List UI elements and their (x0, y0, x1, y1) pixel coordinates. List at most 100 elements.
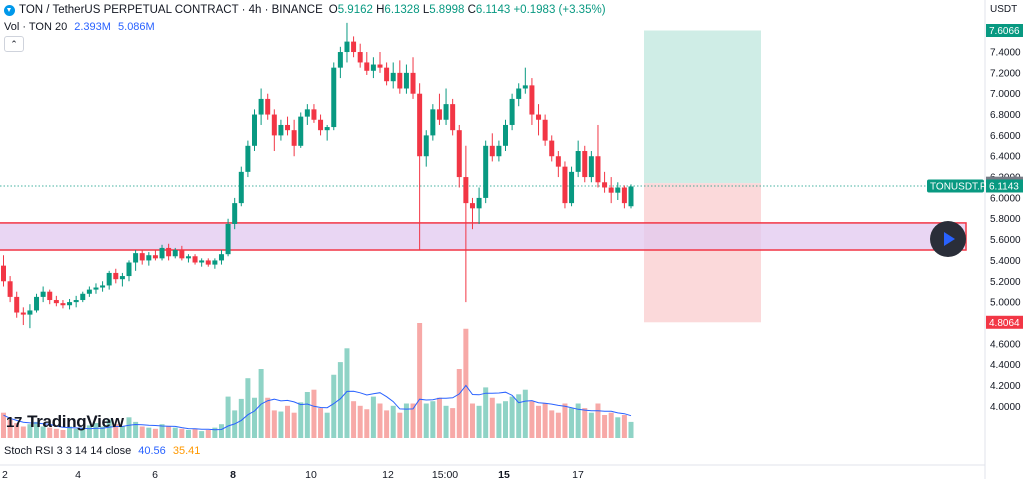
candle-body[interactable] (245, 145, 251, 172)
candle-body[interactable] (503, 124, 508, 146)
candle-body[interactable] (172, 250, 178, 257)
candle-body[interactable] (185, 256, 191, 259)
candle-body[interactable] (205, 260, 211, 265)
candle-body[interactable] (575, 151, 581, 172)
price-axis-label[interactable] (986, 179, 1023, 193)
candle-body[interactable] (271, 114, 277, 136)
stoch-rsi-label[interactable]: Stoch RSI 3 3 14 14 close (4, 445, 132, 457)
candle-body[interactable] (469, 203, 475, 209)
candle-body[interactable] (304, 109, 310, 117)
candle-body[interactable] (311, 109, 317, 120)
candle-body[interactable] (298, 116, 304, 146)
candle-body[interactable] (179, 250, 185, 259)
price-axis-label[interactable] (986, 315, 1023, 329)
candle-body[interactable] (397, 72, 403, 89)
candle-body[interactable] (377, 64, 383, 68)
candle-body[interactable] (318, 119, 324, 131)
candle-body[interactable] (126, 262, 132, 277)
price-axis-label[interactable] (986, 24, 1023, 37)
candle-body[interactable] (436, 109, 442, 120)
candle-body[interactable] (34, 296, 40, 311)
candle-body[interactable] (133, 253, 139, 263)
candle-body[interactable] (344, 41, 350, 53)
candle-body[interactable] (291, 130, 297, 146)
candle-body[interactable] (602, 182, 608, 188)
candle-body[interactable] (463, 177, 469, 204)
symbol-price-tag[interactable] (927, 179, 984, 193)
volume-label[interactable]: Vol · TON 20 (4, 21, 68, 33)
candle-body[interactable] (403, 72, 409, 89)
candle-body[interactable] (218, 254, 224, 261)
candle-body[interactable] (225, 223, 231, 255)
candle-body[interactable] (100, 285, 106, 288)
candle-body[interactable] (351, 41, 357, 53)
candle-body[interactable] (390, 72, 396, 82)
replay-play-button[interactable] (930, 221, 966, 257)
candle-body[interactable] (331, 67, 337, 128)
candle-body[interactable] (569, 171, 575, 204)
candle-body[interactable] (456, 130, 462, 178)
candle-body[interactable] (516, 88, 522, 99)
candle-body[interactable] (106, 272, 112, 286)
stop-loss-zone[interactable] (644, 183, 761, 323)
candle-body[interactable] (159, 247, 165, 259)
candle-body[interactable] (443, 104, 449, 120)
candle-body[interactable] (542, 119, 548, 141)
candle-body[interactable] (60, 303, 66, 306)
candle-body[interactable] (252, 114, 257, 146)
support-zone-rectangle[interactable] (0, 222, 967, 251)
candle-body[interactable] (86, 289, 92, 294)
candle-body[interactable] (67, 302, 73, 306)
candle-body[interactable] (509, 98, 515, 125)
candle-body[interactable] (27, 310, 33, 315)
candle-body[interactable] (20, 312, 26, 315)
take-profit-zone[interactable] (644, 30, 761, 184)
candle-body[interactable] (53, 300, 59, 304)
candle-body[interactable] (40, 291, 46, 297)
symbol-title[interactable]: TON / TetherUS PERPETUAL CONTRACT · 4h ·… (19, 4, 323, 16)
candle-body[interactable] (80, 293, 86, 301)
candle-body[interactable] (430, 109, 436, 136)
candle-body[interactable] (113, 272, 119, 280)
candle-body[interactable] (529, 85, 535, 115)
collapse-legend-button[interactable]: ⌃ (4, 36, 24, 52)
candle-body[interactable] (608, 187, 614, 193)
candle-body[interactable] (536, 114, 542, 120)
candle-body[interactable] (450, 104, 456, 131)
candle-body[interactable] (232, 203, 238, 224)
candle-body[interactable] (384, 67, 390, 82)
candle-body[interactable] (146, 255, 152, 261)
candle-body[interactable] (423, 135, 429, 157)
candle-body[interactable] (489, 145, 495, 157)
candle-body[interactable] (621, 187, 627, 204)
candle-body[interactable] (628, 186, 634, 207)
candle-body[interactable] (192, 256, 198, 263)
candle-body[interactable] (324, 127, 330, 131)
candle-body[interactable] (595, 156, 601, 183)
candle-body[interactable] (14, 296, 20, 313)
candle-body[interactable] (265, 98, 271, 115)
candle-body[interactable] (417, 93, 423, 157)
candle-body[interactable] (166, 247, 172, 257)
candle-body[interactable] (370, 64, 376, 71)
candle-body[interactable] (278, 124, 284, 136)
candle-body[interactable] (285, 124, 291, 131)
candle-body[interactable] (410, 72, 416, 94)
candle-body[interactable] (1, 265, 6, 282)
candle-body[interactable] (582, 151, 588, 178)
candle-body[interactable] (152, 255, 158, 259)
candle-body[interactable] (212, 260, 218, 265)
candle-body[interactable] (615, 187, 621, 193)
candle-body[interactable] (199, 260, 205, 263)
candle-body[interactable] (357, 52, 363, 63)
candle-body[interactable] (119, 276, 125, 280)
candle-body[interactable] (483, 145, 489, 198)
candle-body[interactable] (588, 156, 594, 178)
candle-body[interactable] (496, 145, 502, 157)
candle-body[interactable] (258, 98, 264, 115)
candle-body[interactable] (337, 52, 343, 68)
candle-body[interactable] (93, 287, 99, 290)
candle-body[interactable] (476, 197, 482, 209)
candle-body[interactable] (139, 253, 145, 261)
